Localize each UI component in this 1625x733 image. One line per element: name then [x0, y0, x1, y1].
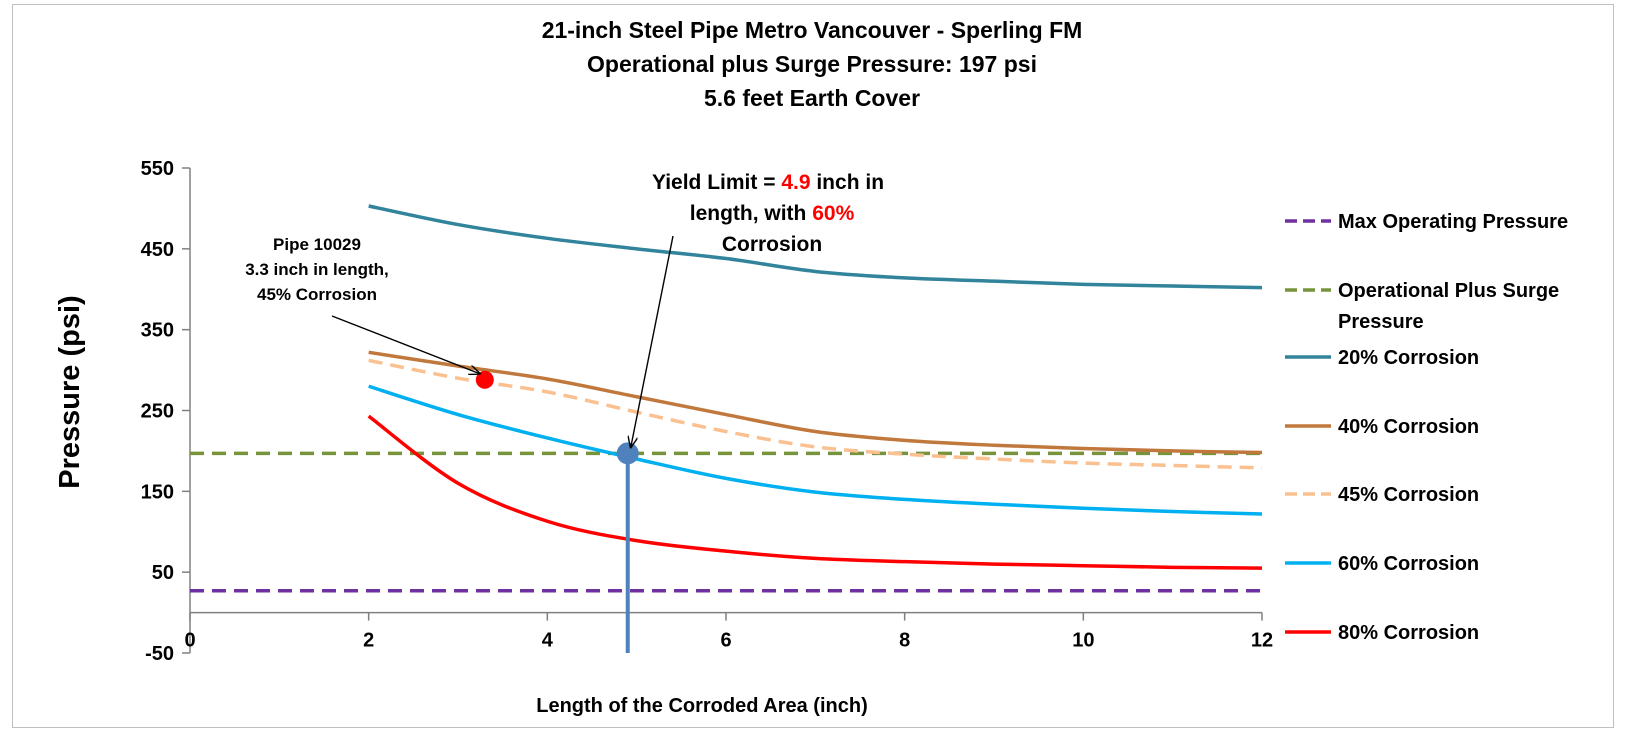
x-tick-label: 4 [542, 630, 554, 652]
yield-line1-suffix: inch in [811, 171, 885, 194]
yield-line2-prefix: length, with [690, 202, 812, 225]
y-tick-label: -50 [145, 643, 174, 665]
y-axis-title: Pressure (psi) [54, 295, 86, 488]
y-tick-labels: 550 450 350 250 150 50 -50 [141, 158, 190, 665]
yield-corrosion-value: 60% [812, 202, 854, 225]
x-tick-label: 12 [1251, 630, 1273, 652]
x-axis-title: Length of the Corroded Area (inch) [536, 695, 867, 717]
pipe-annotation-line-2: 3.3 inch in length, [245, 260, 389, 279]
chart-title-line-2: Operational plus Surge Pressure: 197 psi [587, 51, 1037, 77]
x-tick-label: 8 [899, 630, 910, 652]
x-tick-label: 0 [184, 630, 195, 652]
pipe-annotation-line-3: 45% Corrosion [257, 285, 377, 304]
yield-annotation-line-1: Yield Limit = 4.9 inch in [652, 171, 884, 194]
x-tick-label: 6 [720, 630, 731, 652]
y-tick-label: 450 [141, 239, 174, 261]
legend-label: 40% Corrosion [1338, 416, 1479, 438]
yield-annotation-line-3: Corrosion [722, 233, 822, 256]
legend-label: 80% Corrosion [1338, 622, 1479, 644]
pipe-10029-marker [475, 370, 494, 389]
legend-label: 45% Corrosion [1338, 484, 1479, 506]
legend-label-part: Pressure [1338, 311, 1424, 333]
series-line-40-corrosion [368, 350, 1263, 455]
pipe-annotation-arrow [331, 315, 480, 374]
x-tick-label: 2 [363, 630, 374, 652]
yield-annotation-line-2: length, with 60% [690, 202, 855, 225]
chart-title-line-3: 5.6 feet Earth Cover [704, 85, 920, 111]
x-tick-label: 10 [1072, 630, 1094, 652]
y-tick-label: 50 [152, 562, 174, 584]
yield-limit-marker [616, 442, 639, 465]
legend-label: 60% Corrosion [1338, 553, 1479, 575]
series-layer [190, 204, 1263, 593]
x-tick-labels: 0 2 4 6 8 10 12 [184, 612, 1273, 652]
legend-label: 20% Corrosion [1338, 347, 1479, 369]
y-tick-label: 550 [141, 158, 174, 180]
chart-title-line-1: 21-inch Steel Pipe Metro Vancouver - Spe… [542, 17, 1083, 43]
y-tick-label: 350 [141, 320, 174, 342]
pipe-annotation-line-1: Pipe 10029 [273, 235, 361, 254]
legend-label-part: Operational Plus Surge [1338, 280, 1559, 302]
series-line-60-corrosion [368, 384, 1263, 516]
y-tick-label: 150 [141, 481, 174, 503]
yield-line1-prefix: Yield Limit = [652, 171, 781, 194]
legend: Max Operating Pressure Operational Plus S… [1285, 211, 1568, 644]
series-line-80-corrosion [367, 414, 1263, 570]
legend-label: Max Operating Pressure [1338, 211, 1568, 233]
y-tick-label: 250 [141, 401, 174, 423]
marker-layer [475, 370, 639, 653]
yield-length-value: 4.9 [781, 171, 810, 194]
series-line-45-corrosion [368, 358, 1263, 470]
series-line-20-corrosion [368, 204, 1263, 290]
legend-label: Operational Plus Surge Pressure [1338, 280, 1559, 333]
chart-frame [12, 4, 1614, 728]
yield-annotation-arrow [631, 235, 674, 447]
